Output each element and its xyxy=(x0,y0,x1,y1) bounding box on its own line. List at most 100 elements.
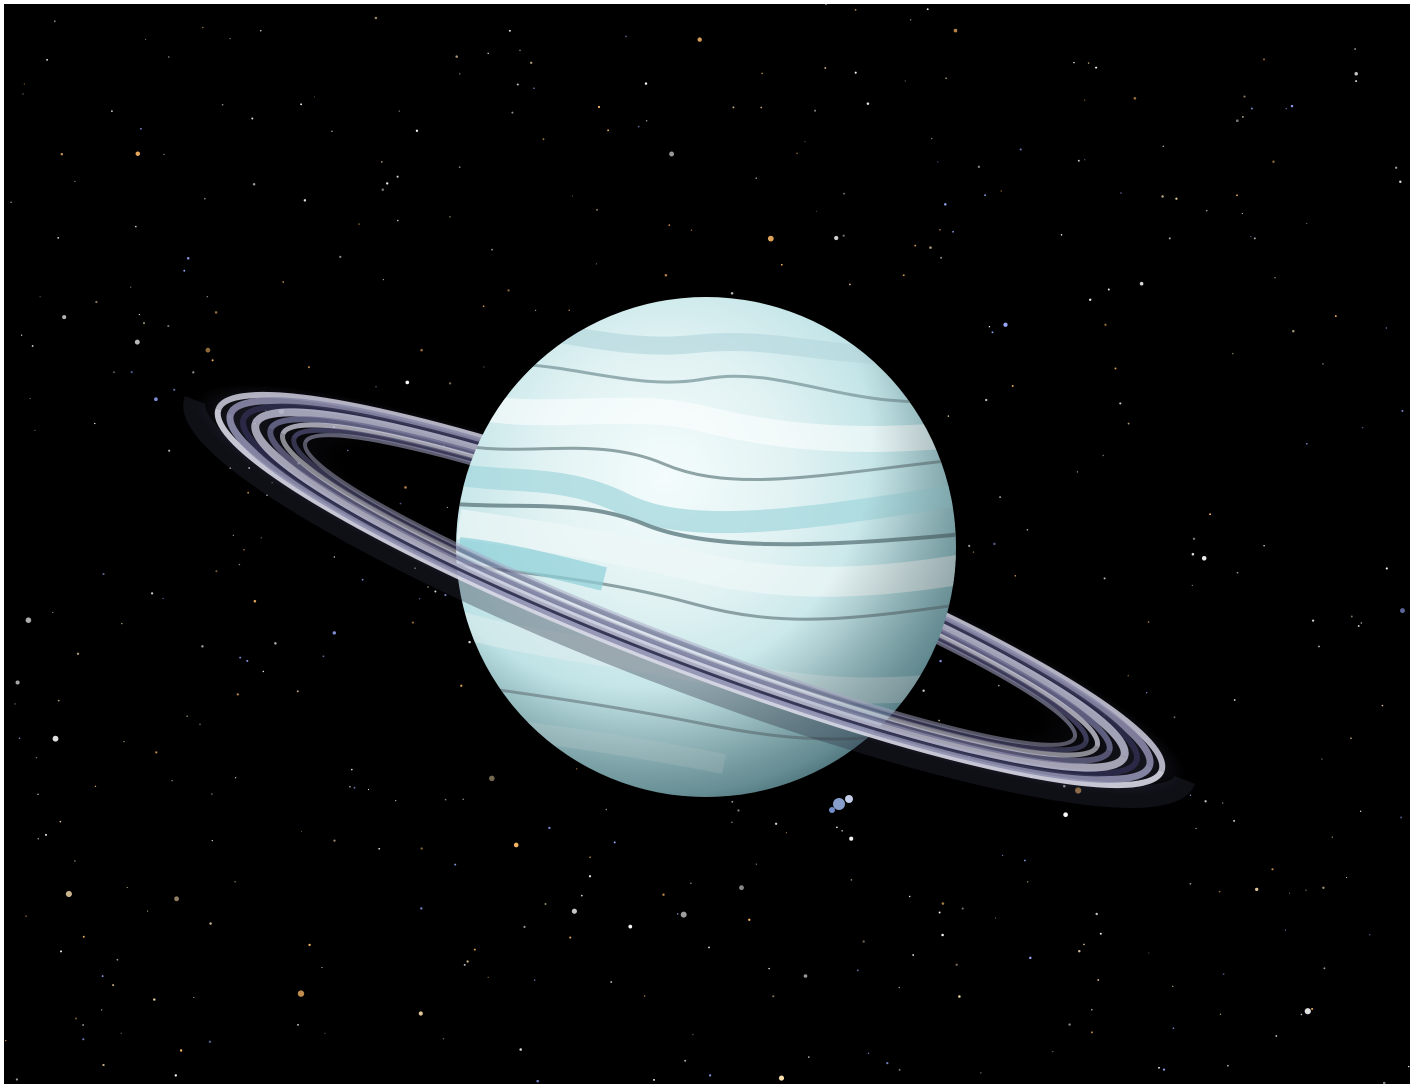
star xyxy=(841,829,843,832)
star xyxy=(199,723,201,726)
star xyxy=(1385,567,1388,570)
star xyxy=(1253,237,1256,240)
star xyxy=(482,305,485,308)
star xyxy=(952,230,954,233)
star xyxy=(186,715,188,717)
star xyxy=(1162,1068,1166,1071)
star xyxy=(968,544,971,548)
star xyxy=(1073,61,1075,64)
star xyxy=(1272,160,1275,164)
star xyxy=(397,219,399,222)
star xyxy=(708,1074,712,1077)
star xyxy=(209,922,212,925)
star xyxy=(155,751,158,754)
star xyxy=(59,950,63,953)
star xyxy=(1311,619,1315,622)
star xyxy=(45,833,47,836)
star xyxy=(1222,802,1224,804)
star xyxy=(1001,854,1004,857)
star xyxy=(961,907,964,910)
star xyxy=(1083,943,1085,946)
star xyxy=(938,911,941,914)
star xyxy=(313,96,316,98)
star xyxy=(296,690,299,693)
star xyxy=(204,197,206,200)
star xyxy=(824,67,827,69)
star xyxy=(977,165,981,169)
star xyxy=(121,622,123,625)
star xyxy=(116,958,119,961)
star xyxy=(1275,1035,1278,1037)
star xyxy=(909,19,912,21)
star xyxy=(46,59,48,61)
star xyxy=(215,570,218,573)
star xyxy=(145,38,147,40)
star xyxy=(1407,1065,1410,1068)
star xyxy=(162,597,164,600)
star xyxy=(35,757,38,759)
ring-front-band5 xyxy=(279,432,1100,758)
star xyxy=(836,826,838,829)
star xyxy=(101,975,104,978)
star xyxy=(130,286,132,288)
star xyxy=(134,225,137,228)
star xyxy=(308,943,311,947)
star xyxy=(102,1063,105,1067)
star xyxy=(135,151,141,156)
star xyxy=(680,911,687,918)
star xyxy=(1274,277,1276,279)
star xyxy=(849,836,854,841)
ring-front-outer xyxy=(214,407,1165,789)
star xyxy=(238,563,241,566)
star xyxy=(637,125,640,128)
star xyxy=(595,263,597,265)
star xyxy=(1195,827,1197,830)
star xyxy=(1242,116,1244,118)
star xyxy=(459,73,461,75)
star xyxy=(1321,758,1323,760)
star xyxy=(473,948,476,951)
star xyxy=(266,494,268,496)
star xyxy=(205,347,211,353)
star xyxy=(991,331,994,334)
ring-front-inner xyxy=(302,441,1077,747)
star xyxy=(1306,223,1308,225)
star xyxy=(972,551,975,553)
star xyxy=(1350,737,1352,740)
star xyxy=(803,974,808,978)
star xyxy=(1060,234,1063,236)
star xyxy=(246,659,249,662)
star xyxy=(349,785,351,788)
star xyxy=(1395,166,1398,169)
star xyxy=(568,309,570,311)
star xyxy=(930,137,933,140)
star xyxy=(95,300,98,304)
star xyxy=(597,105,601,109)
star-cluster xyxy=(829,795,853,813)
star xyxy=(174,896,180,902)
star xyxy=(1090,1031,1093,1034)
star xyxy=(487,976,489,978)
star xyxy=(697,37,702,42)
star xyxy=(1087,62,1090,64)
star xyxy=(589,856,591,859)
star xyxy=(113,371,115,373)
star xyxy=(1175,197,1178,200)
star xyxy=(232,534,234,536)
star xyxy=(730,292,734,295)
star xyxy=(596,209,598,211)
star xyxy=(808,1056,810,1058)
star xyxy=(1305,442,1308,445)
star xyxy=(804,141,806,143)
star xyxy=(282,281,285,283)
star xyxy=(10,201,12,204)
star xyxy=(519,49,521,52)
star xyxy=(850,879,853,881)
star xyxy=(767,235,774,242)
star xyxy=(1146,692,1148,694)
star xyxy=(82,935,85,938)
star xyxy=(20,334,23,336)
star xyxy=(902,274,905,277)
star xyxy=(815,210,817,212)
star xyxy=(508,29,511,32)
